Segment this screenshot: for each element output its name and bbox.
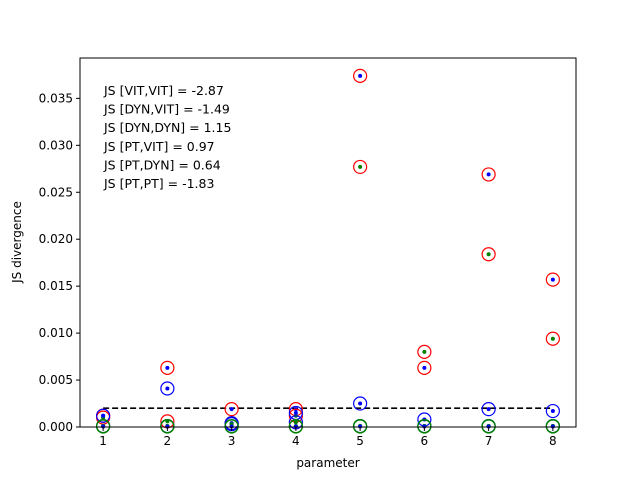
y-tick-label: 0.035 [39, 91, 73, 105]
annotation-line: JS [DYN,VIT] = -1.49 [103, 102, 230, 117]
dot-marker-s0-p6 [486, 172, 491, 177]
ring-marker-s2-p7 [545, 403, 560, 419]
annotation-line: JS [DYN,DYN] = 1.15 [103, 120, 231, 135]
ring-marker-s1-p6 [481, 247, 496, 262]
y-axis-label: JS divergence [10, 201, 24, 284]
annotation-line: JS [VIT,VIT] = -2.87 [103, 83, 224, 98]
dot-marker-s0-p7 [550, 277, 555, 282]
y-tick-label: 0.000 [39, 420, 73, 434]
ring-marker-s0-p5 [417, 360, 432, 375]
y-tick-label: 0.005 [39, 373, 73, 387]
x-tick-label: 6 [421, 434, 429, 448]
x-tick-label: 5 [356, 434, 364, 448]
ring-marker-s2-p4 [353, 396, 368, 411]
annotation-line: JS [PT,VIT] = 0.97 [103, 139, 215, 154]
dot-marker-s3-p3 [293, 420, 298, 425]
y-tick-label: 0.025 [39, 185, 73, 199]
plot-background [80, 58, 576, 427]
ring-marker-s0-p2 [224, 402, 239, 417]
ring-marker-s0-p1 [160, 360, 175, 375]
x-tick-label: 3 [228, 434, 236, 448]
x-tick-label: 1 [99, 434, 107, 448]
ring-marker-s2-p0 [96, 408, 111, 423]
ring-marker-s0-p7 [545, 272, 560, 287]
dot-marker-s0-p5 [422, 365, 427, 370]
dot-marker-s1-p5 [422, 349, 427, 354]
annotation-line: JS [PT,DYN] = 0.64 [103, 157, 221, 172]
ring-marker-s1-p4 [353, 159, 368, 175]
x-tick-label: 8 [549, 434, 557, 448]
dot-marker-s0-p2 [229, 407, 234, 412]
ring-marker-s0-p6 [481, 167, 496, 182]
dot-marker-s0-p1 [165, 365, 170, 370]
y-tick-label: 0.020 [39, 232, 73, 246]
x-axis-label: parameter [296, 456, 359, 470]
ring-marker-s2-p1 [160, 381, 175, 396]
dot-marker-s2-p1 [165, 386, 170, 391]
dot-marker-s1-p7 [550, 336, 555, 341]
ring-marker-s1-p5 [417, 344, 432, 359]
y-tick-label: 0.015 [39, 279, 73, 293]
ring-marker-s2-p6 [481, 402, 496, 417]
y-tick-label: 0.030 [39, 138, 73, 152]
dot-marker-s1-p4 [358, 164, 363, 169]
ring-marker-s0-p4 [353, 68, 368, 83]
dot-marker-s2-p3 [293, 410, 298, 415]
dot-marker-s2-p7 [550, 409, 555, 414]
y-tick-label: 0.010 [39, 326, 73, 340]
ring-marker-s1-p7 [545, 331, 560, 346]
annotation-line: JS [PT,PT] = -1.83 [103, 176, 214, 191]
dot-marker-s0-p4 [358, 73, 363, 78]
x-tick-label: 2 [164, 434, 172, 448]
x-tick-label: 4 [292, 434, 300, 448]
dot-marker-s2-p0 [101, 413, 106, 418]
dot-marker-s1-p6 [486, 252, 491, 257]
dot-marker-s2-p6 [486, 407, 491, 412]
dot-marker-s2-p4 [358, 401, 363, 406]
x-tick-label: 7 [485, 434, 493, 448]
plot-frame [79, 57, 577, 428]
